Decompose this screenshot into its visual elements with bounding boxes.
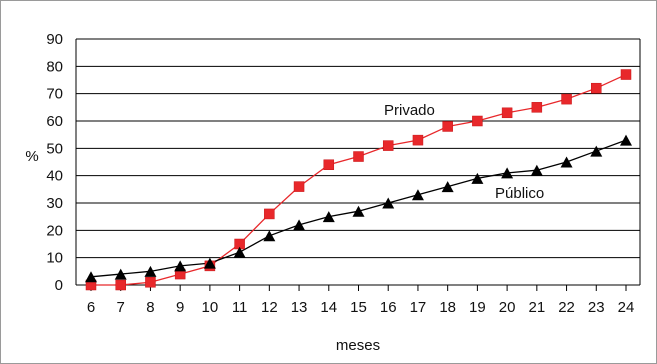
x-tick-label: 6 <box>87 299 95 316</box>
y-tick-label: 30 <box>46 195 63 212</box>
publico-marker <box>530 164 543 176</box>
x-tick-label: 21 <box>528 299 545 316</box>
x-tick-label: 23 <box>588 299 605 316</box>
privado-marker <box>353 151 364 162</box>
x-axis-label: meses <box>336 337 380 354</box>
publico-marker <box>560 156 573 168</box>
publico-marker <box>293 219 306 231</box>
x-tick-label: 12 <box>261 299 278 316</box>
publico-marker <box>352 205 365 217</box>
x-tick-label: 19 <box>469 299 486 316</box>
publico-marker <box>322 211 335 223</box>
x-tick-label: 9 <box>176 299 184 316</box>
x-tick-label: 24 <box>618 299 635 316</box>
y-tick-label: 0 <box>55 277 63 294</box>
publico-marker <box>382 197 395 209</box>
privado-marker <box>412 134 424 146</box>
publico-marker <box>174 260 187 272</box>
publico-marker <box>233 246 246 258</box>
series-labels: Privado Público <box>384 102 544 202</box>
privado-marker <box>620 69 632 80</box>
publico-marker <box>620 134 632 146</box>
x-tick-label: 17 <box>410 299 427 316</box>
publico-marker <box>501 167 514 179</box>
grid-lines <box>76 38 640 286</box>
x-tick-label: 18 <box>439 299 456 316</box>
privado-marker <box>501 107 513 119</box>
y-tick-label: 10 <box>46 250 63 267</box>
x-tick-label: 20 <box>499 299 516 316</box>
publico-marker <box>411 189 424 201</box>
privado-marker <box>323 159 335 170</box>
x-tick-label: 22 <box>558 299 575 316</box>
x-tick-label: 14 <box>320 299 337 316</box>
publico-marker <box>144 265 157 277</box>
privado-series-line <box>91 73 627 286</box>
privado-marker <box>382 140 394 151</box>
x-tick-label: 7 <box>117 299 125 316</box>
publico-marker <box>590 145 603 157</box>
x-tick-label: 15 <box>350 299 367 316</box>
privado-marker <box>264 208 275 220</box>
x-tick-label: 11 <box>232 299 248 316</box>
series-markers <box>85 69 632 291</box>
x-tick-label: 13 <box>291 299 308 316</box>
privado-marker <box>531 102 543 113</box>
y-tick-label: 20 <box>46 222 63 239</box>
publico-marker <box>263 230 276 242</box>
x-tick-label: 8 <box>146 299 154 316</box>
axes <box>75 39 641 286</box>
privado-marker <box>561 93 572 105</box>
x-tick-label: 10 <box>202 299 219 316</box>
privado-marker <box>591 82 602 94</box>
y-tick-labels: 0 10 20 30 40 50 60 70 80 90 <box>46 31 63 294</box>
publico-marker <box>114 268 127 280</box>
x-tick-labels: 6 7 8 9 10 11 12 13 14 15 16 17 18 19 20 21 22 23 24 <box>87 285 635 316</box>
y-tick-label: 60 <box>46 113 63 130</box>
publico-marker <box>471 172 484 184</box>
y-tick-label: 80 <box>46 58 63 75</box>
publico-marker <box>85 271 97 283</box>
y-tick-label: 40 <box>46 168 63 185</box>
x-tick-label: 16 <box>380 299 397 316</box>
series-lines <box>90 73 627 286</box>
privado-marker <box>442 121 453 132</box>
privado-marker <box>145 277 156 288</box>
privado-series-label: Privado <box>384 102 435 119</box>
y-tick-label: 90 <box>46 31 63 48</box>
privado-marker <box>472 115 483 127</box>
y-tick-label: 50 <box>46 140 63 157</box>
privado-marker <box>293 181 305 192</box>
y-axis-label: % <box>25 148 38 165</box>
privado-marker <box>115 279 126 291</box>
y-tick-label: 70 <box>46 86 63 103</box>
publico-marker <box>441 181 454 193</box>
publico-marker <box>203 257 216 269</box>
publico-series-label: Público <box>495 185 544 202</box>
